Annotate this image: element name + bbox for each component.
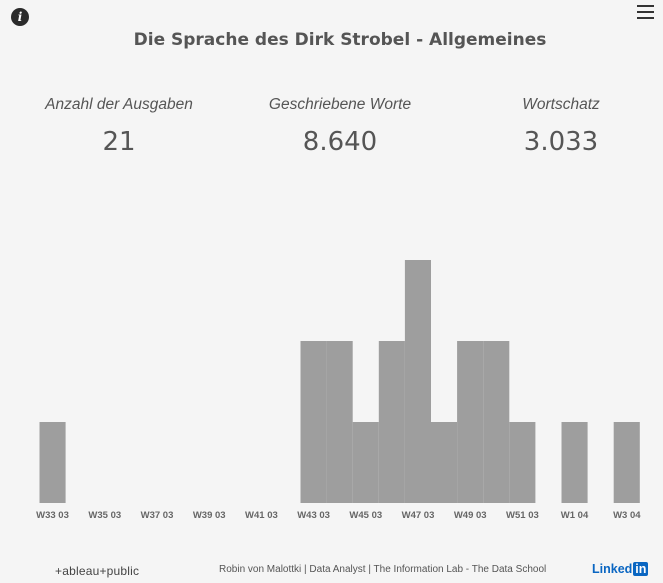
bar-w48-03[interactable] (431, 422, 458, 503)
kpi-issues-label: Anzahl der Ausgaben (45, 96, 193, 113)
menu-icon[interactable] (637, 5, 654, 19)
x-tick-label: W39 03 (193, 510, 226, 521)
bar-w50-03[interactable] (483, 341, 510, 503)
info-icon[interactable]: i (11, 8, 29, 26)
x-tick-label: W33 03 (36, 510, 69, 521)
bar-w1-04[interactable] (561, 422, 588, 503)
x-tick-label: W37 03 (141, 510, 174, 521)
tableau-public-logo[interactable]: +ableau+public (55, 564, 140, 578)
bar-w47-03[interactable] (404, 260, 431, 503)
bar-w49-03[interactable] (457, 341, 484, 503)
author-credit: Robin von Malottki | Data Analyst | The … (219, 564, 547, 575)
linkedin-in-badge: in (633, 562, 649, 576)
bar-w3-04[interactable] (613, 422, 640, 503)
issues-per-week-chart: W33 03 W35 03 W37 03 W39 03 W41 03 W43 03 W45 … (36, 260, 641, 521)
kpi-words: Geschriebene Worte 8.640 (230, 96, 450, 157)
kpi-vocabulary-value: 3.033 (523, 127, 599, 157)
x-tick-label: W51 03 (506, 510, 539, 521)
x-tick-label: W45 03 (349, 510, 382, 521)
kpi-words-value: 8.640 (302, 127, 378, 157)
kpi-issues: Anzahl der Ausgaben 21 (9, 96, 229, 157)
bar-w33-03[interactable] (39, 422, 66, 503)
bar-w44-03[interactable] (326, 341, 353, 503)
x-tick-label: W41 03 (245, 510, 278, 521)
x-tick-label: W3 04 (613, 510, 641, 521)
x-tick-label: W47 03 (402, 510, 435, 521)
bar-w46-03[interactable] (378, 341, 405, 503)
bar-w51-03[interactable] (509, 422, 536, 503)
x-tick-label: W1 04 (561, 510, 589, 521)
x-tick-label: W35 03 (88, 510, 121, 521)
x-tick-label: W43 03 (297, 510, 330, 521)
linkedin-text: Linked (592, 562, 633, 576)
kpi-words-label: Geschriebene Worte (268, 96, 412, 113)
kpi-issues-value: 21 (102, 127, 136, 157)
kpi-vocabulary-label: Wortschatz (522, 96, 600, 113)
kpi-vocabulary: Wortschatz 3.033 (451, 96, 663, 157)
x-tick-label: W49 03 (454, 510, 487, 521)
bar-w45-03[interactable] (352, 422, 379, 503)
linkedin-logo[interactable]: Linked in (592, 562, 649, 576)
bar-w43-03[interactable] (300, 341, 327, 503)
dashboard-title: Die Sprache des Dirk Strobel - Allgemein… (133, 30, 547, 50)
